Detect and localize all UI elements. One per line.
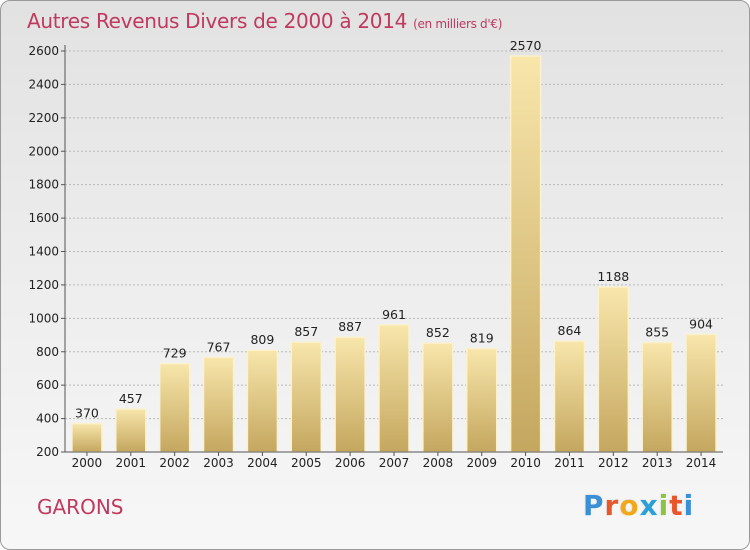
data-label-2008: 852	[426, 325, 450, 340]
data-label-2000: 370	[75, 406, 99, 421]
y-tick-label: 2000	[28, 144, 59, 158]
proxiti-logo[interactable]: Proxiti	[583, 489, 694, 522]
bar-2000	[71, 422, 103, 453]
bar-2003	[202, 356, 235, 453]
bar-2007	[378, 324, 410, 453]
data-label-2002: 729	[163, 346, 187, 361]
x-tick-label-2009: 2009	[466, 456, 497, 470]
data-label-2003: 767	[207, 339, 231, 354]
x-tick-label-2002: 2002	[159, 456, 190, 470]
y-tick-label: 400	[36, 412, 59, 426]
x-tick-label-2004: 2004	[247, 456, 278, 470]
bar-2001	[115, 408, 147, 453]
logo-letter: t	[669, 489, 684, 522]
town-name: GARONS	[37, 495, 124, 519]
data-label-2007: 961	[382, 307, 406, 322]
bar-2011	[553, 340, 586, 453]
x-tick-label-2012: 2012	[598, 456, 629, 470]
bars: 370 457 729 767 809 857 887 961 852 819 2570 864 118…	[71, 38, 717, 453]
x-tick-label-2011: 2011	[554, 456, 585, 470]
bar-2002	[158, 362, 191, 453]
y-tick-label: 800	[36, 345, 59, 359]
data-label-2012: 1188	[597, 269, 629, 284]
x-tick-label-2001: 2001	[116, 456, 147, 470]
data-label-2010: 2570	[510, 38, 542, 53]
y-tick-label: 1000	[28, 311, 59, 325]
x-tick-label-2007: 2007	[379, 456, 410, 470]
bar-2006	[334, 336, 366, 453]
y-tick-label: 1800	[28, 178, 59, 192]
data-label-2014: 904	[689, 316, 713, 331]
x-tick-label-2013: 2013	[642, 456, 673, 470]
y-tick-label: 1400	[28, 245, 59, 259]
x-tick-label-2010: 2010	[510, 456, 541, 470]
y-tick-label: 2600	[28, 44, 59, 58]
x-tick-label-2000: 2000	[72, 456, 103, 470]
data-label-2011: 864	[558, 323, 582, 338]
y-tick-label: 2200	[28, 111, 59, 125]
data-label-2009: 819	[470, 331, 494, 346]
logo-letter: i	[658, 489, 670, 522]
logo-letter: r	[604, 489, 620, 522]
y-tick-label: 1200	[28, 278, 59, 292]
data-label-2013: 855	[645, 325, 669, 340]
logo-letter: x	[639, 489, 659, 522]
x-tick-label-2006: 2006	[335, 456, 366, 470]
x-tick-label-2014: 2014	[686, 456, 717, 470]
chart-subtitle: (en milliers d'€)	[413, 17, 503, 31]
bar-2012	[597, 286, 630, 453]
y-tick-label: 2400	[28, 77, 59, 91]
data-label-2005: 857	[294, 324, 318, 339]
logo-letter: o	[619, 489, 640, 522]
data-label-2001: 457	[119, 391, 143, 406]
y-tick-label: 200	[36, 445, 59, 459]
logo-letter: i	[683, 489, 695, 522]
bar-2010	[509, 55, 542, 453]
chart-title: Autres Revenus Divers de 2000 à 2014 (en …	[27, 9, 502, 33]
chart-title-text: Autres Revenus Divers de 2000 à 2014	[27, 9, 408, 33]
bar-2013	[641, 341, 673, 453]
bar-2005	[290, 341, 323, 453]
data-label-2006: 887	[338, 319, 362, 334]
bar-2014	[685, 333, 717, 453]
data-label-2004: 809	[250, 332, 274, 347]
axes: 200 400 600 800 1000 1200 1400 1600 1800 2000 2200…	[28, 44, 723, 470]
logo-letter: P	[583, 489, 605, 522]
bar-2008	[422, 342, 454, 453]
bar-2004	[246, 349, 279, 453]
y-tick-label: 1600	[28, 211, 59, 225]
x-tick-label-2008: 2008	[423, 456, 454, 470]
y-tick-label: 600	[36, 378, 59, 392]
bar-2009	[465, 347, 498, 453]
x-tick-label-2003: 2003	[203, 456, 234, 470]
x-tick-label-2005: 2005	[291, 456, 322, 470]
